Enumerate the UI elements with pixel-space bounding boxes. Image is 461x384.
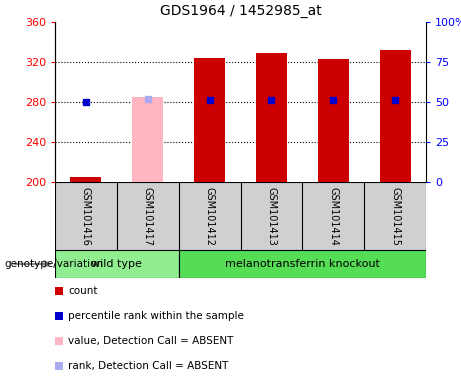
Text: rank, Detection Call = ABSENT: rank, Detection Call = ABSENT	[68, 361, 228, 371]
Text: melanotransferrin knockout: melanotransferrin knockout	[225, 259, 380, 269]
Bar	[256, 53, 287, 182]
Bar	[194, 58, 225, 182]
Bar	[318, 59, 349, 182]
Text: GSM101413: GSM101413	[266, 187, 277, 246]
Text: GSM101415: GSM101415	[390, 187, 400, 246]
Text: GSM101417: GSM101417	[143, 187, 153, 246]
Bar	[71, 177, 101, 182]
Bar	[55, 312, 63, 320]
Bar	[55, 337, 63, 345]
Text: percentile rank within the sample: percentile rank within the sample	[68, 311, 244, 321]
Text: GSM101414: GSM101414	[328, 187, 338, 246]
Title: GDS1964 / 1452985_at: GDS1964 / 1452985_at	[160, 4, 321, 18]
Text: value, Detection Call = ABSENT: value, Detection Call = ABSENT	[68, 336, 233, 346]
Bar	[179, 250, 426, 278]
Text: GSM101416: GSM101416	[81, 187, 91, 246]
Text: GSM101412: GSM101412	[205, 187, 214, 246]
Text: count: count	[68, 286, 97, 296]
Bar	[55, 250, 179, 278]
Bar	[55, 362, 63, 371]
Bar	[379, 50, 411, 182]
Text: wild type: wild type	[91, 259, 142, 269]
Text: genotype/variation: genotype/variation	[5, 259, 104, 269]
Bar	[132, 97, 163, 182]
Bar	[55, 286, 63, 295]
